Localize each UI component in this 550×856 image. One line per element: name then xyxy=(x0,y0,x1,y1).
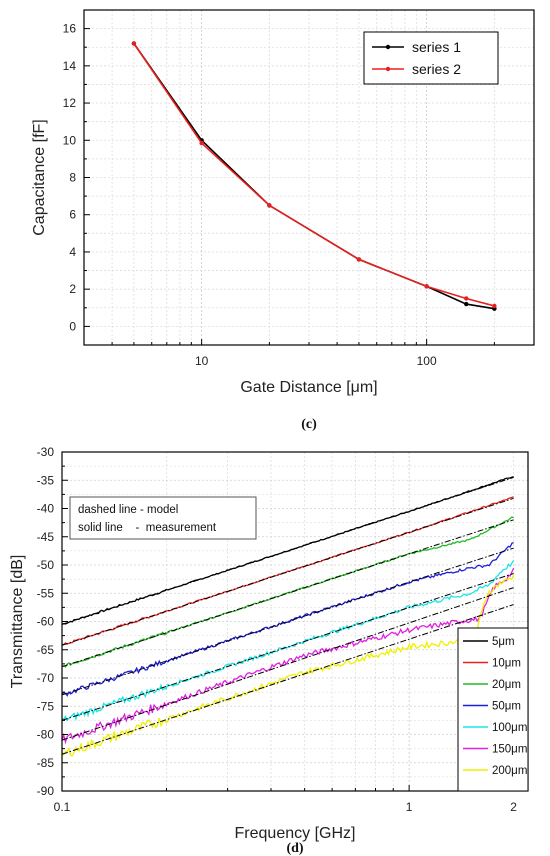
d-legend: 5μm 10μm 20μm 50μm 100μm 150μm 200μm xyxy=(457,627,529,792)
d-measurement-line-4 xyxy=(61,560,515,722)
c-xtick-label-0: 10 xyxy=(195,354,209,368)
d-ytick-label-0: -90 xyxy=(37,784,55,798)
c-ytick-label-1: 2 xyxy=(69,282,76,296)
d-x-axis-label: Frequency [GHz] xyxy=(235,825,356,842)
d-model-line-1 xyxy=(61,497,514,646)
c-panel-label: (c) xyxy=(301,417,317,432)
d-measurement-line-6 xyxy=(61,574,515,757)
d-legend-frame xyxy=(457,627,529,792)
d-legend-label-4: 100μm xyxy=(492,722,527,734)
d-model-line-0 xyxy=(61,476,514,625)
d-y-axis-label: Transmittance [dB] xyxy=(9,555,26,689)
c-ytick-label-4: 8 xyxy=(69,171,76,185)
d-ytick-label-7: -55 xyxy=(37,586,55,600)
d-xtick-label-2: 2 xyxy=(510,800,517,814)
d-ytick-label-4: -70 xyxy=(37,671,55,685)
d-ytick-label-8: -50 xyxy=(37,558,55,572)
c-ytick-label-2: 4 xyxy=(69,245,76,259)
d-ytick-label-3: -75 xyxy=(37,699,55,713)
c-series-2-point-0 xyxy=(131,41,137,46)
d-model-line-5 xyxy=(61,587,514,741)
d-panel-label: (d) xyxy=(286,841,303,856)
d-legend-label-3: 50μm xyxy=(492,701,521,713)
c-legend: series 1 series 2 xyxy=(363,31,499,85)
c-series-2-point-1 xyxy=(199,140,204,146)
transmittance-chart: -90 -85 -80 -75 -70 -65 -60 -55 -50 -45 -40 -35 -30 0… xyxy=(9,445,529,856)
c-x-axis-label: Gate Distance [μm] xyxy=(240,379,377,396)
d-measurement-line-5 xyxy=(61,567,515,745)
d-ytick-label-1: -85 xyxy=(37,756,55,770)
c-ytick-label-3: 6 xyxy=(69,208,76,222)
d-xtick-label-1: 1 xyxy=(406,800,413,814)
c-ytick-label-8: 16 xyxy=(63,22,77,36)
c-series-2-point-4 xyxy=(424,284,429,289)
c-series-2-point-5 xyxy=(464,296,469,301)
c-ticks: 0 2 4 6 8 10 12 14 16 10 100 xyxy=(63,9,535,368)
d-model-line-3 xyxy=(61,547,514,696)
capacitance-chart: 0 2 4 6 8 10 12 14 16 10 100 Gate Distance [μm] Ca… xyxy=(31,9,535,432)
c-ytick-label-7: 14 xyxy=(63,59,77,73)
d-legend-label-1: 10μm xyxy=(492,658,521,670)
d-legend-label-6: 200μm xyxy=(492,765,527,777)
d-plot-area xyxy=(61,476,515,757)
d-ytick-label-10: -40 xyxy=(37,502,55,516)
c-legend-frame xyxy=(363,31,499,85)
d-annotation-frame xyxy=(69,496,257,540)
c-ytick-label-6: 12 xyxy=(63,96,77,110)
d-gridlines xyxy=(61,451,528,792)
d-measurement-line-2 xyxy=(61,516,514,668)
c-legend-marker-2 xyxy=(385,66,391,72)
c-ytick-label-0: 0 xyxy=(69,319,76,333)
c-series-2-point-2 xyxy=(267,203,272,208)
d-model-line-6 xyxy=(61,604,514,755)
c-legend-label-1: series 1 xyxy=(412,39,461,55)
d-ytick-label-2: -80 xyxy=(37,728,55,742)
d-legend-label-5: 150μm xyxy=(492,744,527,756)
c-legend-label-2: series 2 xyxy=(412,61,461,77)
d-measurement-line-1 xyxy=(61,496,514,646)
d-annotation-line-2: solid line - measurement xyxy=(78,522,217,534)
d-ticks: -90 -85 -80 -75 -70 -65 -60 -55 -50 -45 -40 -35 -30 0… xyxy=(37,445,518,814)
c-series-1-point-5 xyxy=(464,301,469,307)
d-ytick-label-12: -30 xyxy=(37,445,55,459)
d-model-line-4 xyxy=(61,572,514,721)
d-legend-label-2: 20μm xyxy=(492,679,521,691)
c-series-2-point-6 xyxy=(492,303,497,309)
d-xtick-label-0: 0.1 xyxy=(54,800,71,814)
d-ytick-label-9: -45 xyxy=(37,530,55,544)
d-ytick-label-11: -35 xyxy=(37,473,55,487)
d-model-line-2 xyxy=(61,519,514,668)
c-y-axis-label: Capacitance [fF] xyxy=(31,119,48,236)
c-ytick-label-5: 10 xyxy=(63,133,77,147)
c-xtick-label-1: 100 xyxy=(417,354,437,368)
c-series-2-point-3 xyxy=(356,257,362,262)
d-ytick-label-5: -65 xyxy=(37,643,55,657)
d-annotation-box: dashed line - model solid line - measure… xyxy=(69,496,257,540)
d-legend-label-0: 5μm xyxy=(492,636,515,648)
d-ytick-label-6: -60 xyxy=(37,615,55,629)
d-annotation-line-1: dashed line - model xyxy=(78,504,178,516)
c-legend-marker-1 xyxy=(385,44,391,50)
d-measurement-line-3 xyxy=(61,542,514,697)
c-plot-area xyxy=(131,41,497,311)
